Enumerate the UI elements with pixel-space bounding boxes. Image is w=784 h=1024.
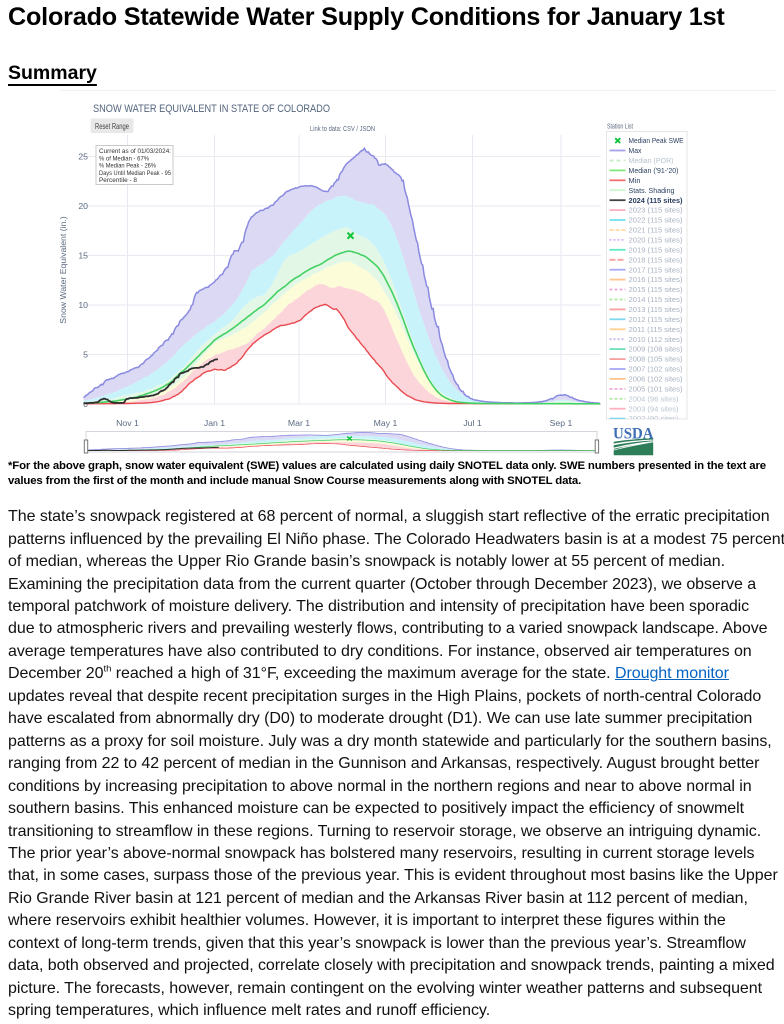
svg-text:Median Peak SWE: Median Peak SWE [629,136,684,145]
svg-text:Snow Water Equivalent (in.): Snow Water Equivalent (in.) [58,216,68,323]
svg-text:Max: Max [629,146,642,155]
svg-text:Median (POR): Median (POR) [629,156,674,165]
svg-text:Jan 1: Jan 1 [204,418,225,428]
svg-text:Sep 1: Sep 1 [550,418,573,428]
svg-text:% Median Peak - 26%: % Median Peak - 26% [99,163,156,170]
svg-text:5: 5 [83,350,88,360]
svg-text:Jul 1: Jul 1 [463,418,482,428]
svg-text:USDA: USDA [613,426,654,443]
svg-text:2016 (115 sites): 2016 (115 sites) [629,275,683,284]
svg-text:Days Until Median Peak - 95: Days Until Median Peak - 95 [99,170,171,177]
svg-text:2021 (115 sites): 2021 (115 sites) [629,226,683,235]
svg-text:Station List: Station List [607,124,633,131]
svg-text:Reset Range: Reset Range [95,121,129,131]
svg-text:15: 15 [78,251,88,261]
svg-text:2018 (115 sites): 2018 (115 sites) [629,255,683,264]
svg-text:Stats. Shading: Stats. Shading [629,186,675,195]
svg-text:Link to data: CSV / JSON: Link to data: CSV / JSON [310,124,375,133]
svg-text:2003 (94 sites): 2003 (94 sites) [629,404,679,413]
svg-text:2012 (115 sites): 2012 (115 sites) [629,315,683,324]
svg-text:2015 (115 sites): 2015 (115 sites) [629,285,683,294]
svg-text:2005 (101 sites): 2005 (101 sites) [629,385,683,394]
svg-text:20: 20 [78,201,88,211]
svg-text:25: 25 [78,152,88,162]
svg-text:2014 (115 sites): 2014 (115 sites) [629,295,683,304]
svg-text:Nov 1: Nov 1 [116,418,139,428]
svg-text:2017 (115 sites): 2017 (115 sites) [629,265,683,274]
svg-text:Min: Min [629,176,641,185]
svg-text:% of Median - 67%: % of Median - 67% [99,155,149,162]
svg-text:2020 (115 sites): 2020 (115 sites) [629,236,683,245]
svg-text:2013 (115 sites): 2013 (115 sites) [629,305,683,314]
svg-text:2019 (115 sites): 2019 (115 sites) [629,245,683,254]
svg-text:2024 (115 sites): 2024 (115 sites) [629,196,684,205]
svg-text:2023 (115 sites): 2023 (115 sites) [629,206,683,215]
svg-text:2006 (102 sites): 2006 (102 sites) [629,375,683,384]
svg-text:Percentile - 8: Percentile - 8 [99,177,137,184]
svg-text:2004 (96 sites): 2004 (96 sites) [629,394,679,403]
svg-text:2002 (90 sites): 2002 (90 sites) [629,414,679,423]
svg-text:Median ('91-'20): Median ('91-'20) [629,166,679,175]
svg-text:SNOW WATER EQUIVALENT IN STATE: SNOW WATER EQUIVALENT IN STATE OF COLORA… [93,103,330,115]
svg-text:2022 (115 sites): 2022 (115 sites) [629,216,683,225]
svg-text:2011 (115 sites): 2011 (115 sites) [629,325,683,334]
svg-text:2007 (102 sites): 2007 (102 sites) [629,365,683,374]
svg-text:10: 10 [78,300,88,310]
svg-text:2008 (105 sites): 2008 (105 sites) [629,355,683,364]
svg-text:May 1: May 1 [374,418,398,428]
svg-text:Mar 1: Mar 1 [288,418,310,428]
svg-text:2010 (112 sites): 2010 (112 sites) [629,335,683,344]
svg-text:2009 (108 sites): 2009 (108 sites) [629,345,683,354]
svg-text:Current as of 01/03/2024:: Current as of 01/03/2024: [99,148,171,155]
